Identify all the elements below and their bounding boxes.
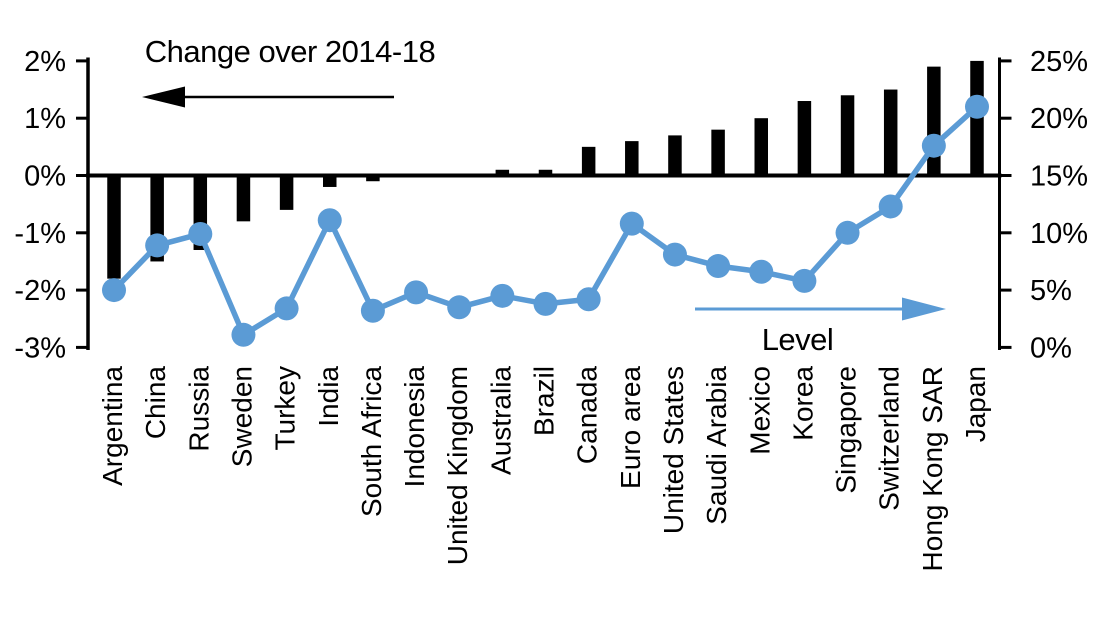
x-axis-label-united-kingdom: United Kingdom [442,366,473,565]
right-axis-tick-label: 0% [1030,332,1072,364]
point-sweden [231,322,256,347]
bar-brazil [538,169,553,176]
x-axis-label-mexico: Mexico [744,366,775,455]
bar-australia [495,169,510,176]
left-axis-tick-label: 0% [24,161,66,193]
point-mexico [749,259,774,284]
point-argentina [102,278,126,303]
left-arrow-head [142,86,185,108]
bar-canada [581,146,596,176]
x-axis-label-australia: Australia [485,366,516,475]
bar-india [323,175,337,187]
bar-euro-area [625,141,639,176]
point-euro-area [619,211,644,236]
left-axis-tick-label: -3% [14,332,66,364]
x-axis-label-canada: Canada [572,366,603,465]
x-axis-label-south-africa: South Africa [356,366,387,517]
x-axis-label-china: China [140,366,171,440]
bar-korea [797,101,812,176]
point-singapore [835,220,860,245]
x-axis-label-russia: Russia [183,366,214,452]
x-axis-label-brazil: Brazil [529,366,560,436]
x-axis-label-united-states: United States [658,366,689,534]
point-switzerland [878,194,903,219]
point-brazil [533,291,558,316]
right-arrow-head [902,297,946,321]
point-united-states [662,242,687,267]
x-axis-label-saudi-arabia: Saudi Arabia [701,366,732,525]
x-axis-label-japan: Japan [960,366,991,442]
point-saudi-arabia [706,254,731,279]
x-axis-label-switzerland: Switzerland [874,366,905,511]
bar-south-africa [366,175,380,182]
right-axis-tick-label: 25% [1030,46,1088,78]
x-axis-label-euro-area: Euro area [615,366,646,489]
point-russia [188,221,213,246]
bar-saudi-arabia [711,129,725,176]
x-axis-label-hong-kong-sar: Hong Kong SAR [917,366,948,571]
bar-argentina [107,175,121,279]
point-indonesia [404,280,429,305]
x-axis-label-korea: Korea [787,366,818,441]
bar-series-label: Change over 2014-18 [144,34,436,69]
left-arrow-icon [142,86,394,108]
bar-turkey [279,175,294,210]
point-korea [792,268,817,293]
bar-switzerland [883,89,898,176]
right-axis-tick-label: 15% [1030,161,1088,193]
point-turkey [274,296,299,321]
point-hong-kong-sar [921,133,946,158]
bar-mexico [754,118,768,176]
x-axis-label-sweden: Sweden [226,366,257,467]
x-axis-label-india: India [313,366,344,427]
right-axis-tick-label: 5% [1030,275,1072,307]
bar-singapore [840,95,855,176]
point-india [317,208,342,233]
left-axis-tick-label: -1% [14,218,66,250]
left-axis-tick-label: -2% [14,275,66,307]
point-south-africa [360,298,385,323]
right-arrow-icon [695,297,946,321]
point-australia [490,283,515,308]
left-axis-tick-label: 1% [24,103,66,135]
x-axis-label-indonesia: Indonesia [399,366,430,488]
bar-sweden [236,175,251,222]
point-china [145,233,170,258]
x-axis-label-turkey: Turkey [270,366,301,451]
bar-united-states [668,135,682,176]
right-axis-tick-label: 20% [1030,103,1088,135]
x-axis-label-singapore: Singapore [831,366,862,494]
line-series-label: Level [761,322,834,357]
point-united-kingdom [447,295,472,320]
point-japan [965,94,989,119]
x-axis-label-argentina: Argentina [97,366,128,486]
point-canada [576,287,601,312]
bar-hong-kong-sar [927,66,941,176]
right-axis-tick-label: 10% [1030,218,1088,250]
left-axis-tick-label: 2% [24,46,66,78]
